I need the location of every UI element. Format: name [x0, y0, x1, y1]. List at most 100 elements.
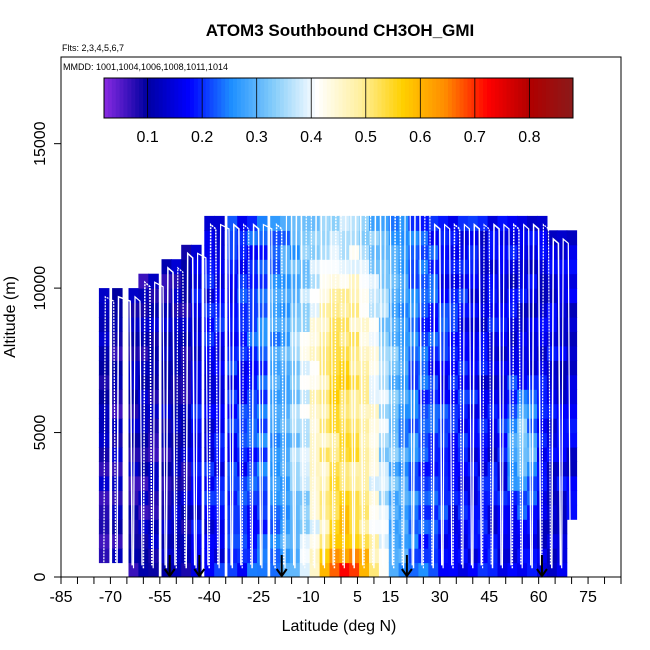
heatmap-cell: [438, 259, 449, 275]
heatmap-cell: [359, 288, 370, 304]
flight-track: [412, 208, 423, 569]
heatmap-cell: [280, 230, 291, 246]
heatmap-cell: [378, 317, 390, 332]
heatmap-cell: [527, 273, 538, 289]
heatmap-cell: [329, 215, 340, 231]
heatmap-cell: [467, 288, 479, 304]
heatmap-cell: [438, 273, 449, 289]
heatmap-cell: [507, 519, 518, 535]
heatmap-cell: [546, 302, 558, 318]
colorbar-segment: [530, 78, 535, 118]
heatmap-cell: [247, 317, 258, 332]
flight-track: [462, 223, 472, 569]
heatmap-cell: [477, 317, 489, 332]
heatmap-cell: [517, 317, 528, 332]
heatmap-cell: [227, 562, 238, 577]
heatmap-cell: [349, 317, 360, 332]
heatmap-cell: [556, 317, 568, 332]
colorbar-segment: [240, 78, 246, 118]
flight-track: [208, 222, 219, 569]
flight-track: [521, 223, 532, 569]
heatmap-cell: [388, 273, 400, 289]
heatmap-cell: [418, 302, 429, 318]
colorbar-segment: [526, 78, 531, 118]
flight-track: [218, 223, 232, 569]
heatmap-cell: [329, 374, 340, 390]
heatmap-cell: [329, 288, 340, 304]
heatmap-cell: [148, 317, 159, 332]
heatmap-cell: [378, 230, 390, 246]
heatmap-cell: [227, 288, 238, 304]
heatmap-cell: [359, 447, 370, 462]
heatmap-cell: [418, 504, 429, 520]
heatmap-cell: [128, 345, 139, 361]
colorbar-segment: [201, 78, 207, 118]
heatmap-cell: [467, 259, 479, 275]
heatmap-cell: [171, 504, 182, 520]
colorbar-segment: [506, 78, 511, 118]
heatmap-cell: [112, 345, 123, 361]
flight-track: [323, 208, 334, 569]
heatmap-cell: [507, 432, 518, 448]
heatmap-cell: [388, 504, 400, 520]
heatmap-cell: [128, 389, 139, 405]
heatmap-cell: [171, 360, 182, 376]
heatmap-cell: [388, 562, 400, 577]
heatmap-cell: [349, 288, 360, 304]
heatmap-cell: [497, 244, 508, 260]
heatmap-cell: [270, 447, 281, 462]
heatmap-cell: [204, 562, 215, 577]
heatmap-cell: [457, 331, 469, 347]
colorbar-segment: [244, 78, 250, 118]
heatmap-cell: [487, 259, 499, 275]
heatmap-cell: [438, 331, 449, 347]
heatmap-cell: [257, 244, 268, 260]
colorbar-segment: [475, 78, 480, 118]
heatmap-cell: [448, 432, 459, 448]
heatmap-cell: [408, 244, 419, 260]
heatmap-cell: [191, 562, 202, 577]
colorbar-segment: [115, 78, 121, 118]
heatmap-cell: [566, 331, 578, 347]
x-axis-label: Latitude (deg N): [282, 618, 397, 635]
heatmap-cell: [398, 230, 410, 246]
colorbar-segment: [123, 78, 128, 118]
colorbar-segment: [236, 78, 242, 118]
y-tick-label: 0: [32, 572, 49, 581]
heatmap-cell: [497, 562, 508, 577]
flight-track: [353, 208, 364, 569]
colorbar-segment: [381, 78, 386, 118]
heatmap-cell: [537, 244, 548, 260]
x-tick-label: -10: [296, 589, 319, 606]
colorbar-segment: [514, 78, 519, 118]
heatmap-cell: [191, 288, 202, 304]
heatmap-cell: [517, 360, 528, 376]
heatmap-cell: [359, 519, 370, 535]
heatmap-cell: [171, 562, 182, 577]
colorbar-segment: [225, 78, 230, 118]
heatmap-cell: [349, 562, 360, 577]
flight-track: [195, 252, 209, 569]
heatmap-cell: [289, 273, 301, 289]
heatmap-cell: [398, 215, 410, 231]
colorbar-tick-label: 0.3: [246, 129, 268, 146]
colorbar-tick-label: 0.4: [300, 129, 322, 146]
heatmap-cell: [257, 331, 268, 347]
heatmap-cell: [507, 302, 518, 318]
heatmap-cell: [299, 288, 311, 304]
heatmap-cell: [237, 331, 248, 347]
heatmap-cell: [270, 360, 281, 376]
heatmap-cell: [270, 215, 281, 231]
heatmap-cell: [349, 273, 360, 289]
flight-track: [363, 208, 374, 569]
colorbar-segment: [139, 78, 144, 118]
heatmap-cell: [477, 273, 489, 289]
heatmap-cell: [148, 331, 159, 347]
heatmap-cell: [457, 317, 469, 332]
heatmap-cell: [237, 288, 248, 304]
heatmap-cell: [138, 288, 149, 304]
x-tick-label: 75: [579, 589, 597, 606]
heatmap-cell: [388, 288, 400, 304]
heatmap-cell: [359, 215, 370, 231]
heatmap-cell: [477, 519, 489, 535]
